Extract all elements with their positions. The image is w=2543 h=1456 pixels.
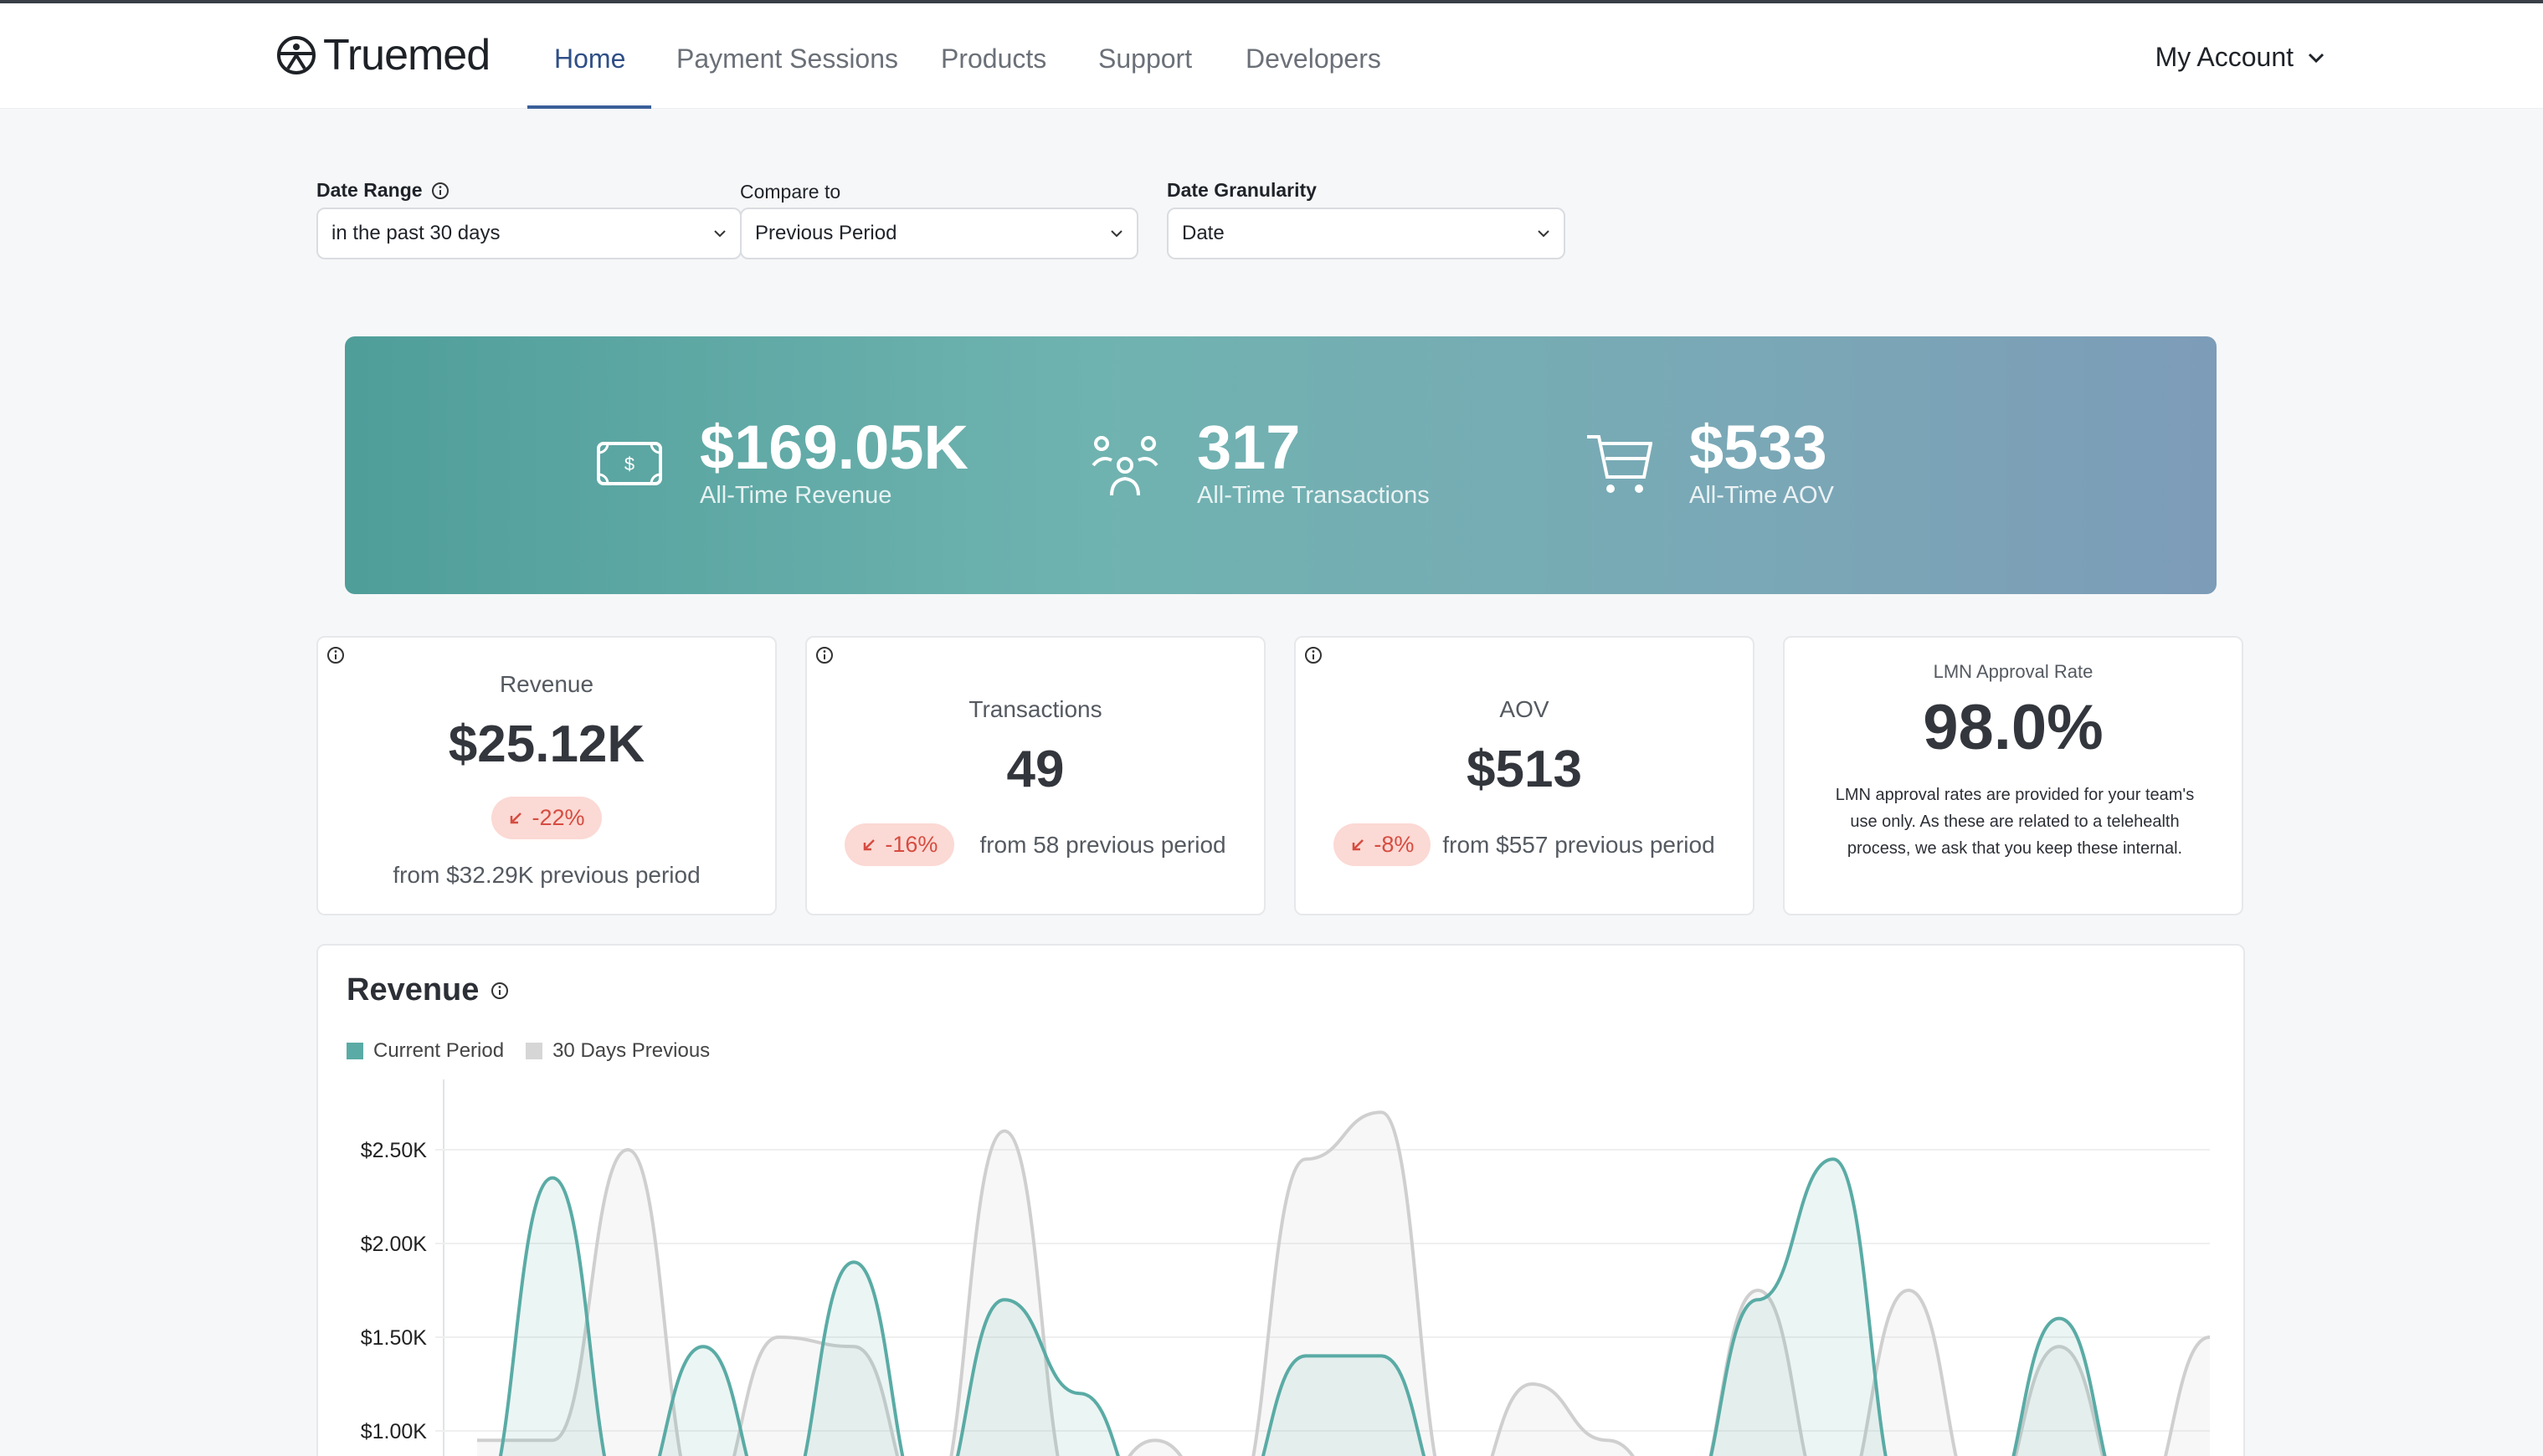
date-granularity-label: Date Granularity [1167,179,1317,201]
nav-support[interactable]: Support [1098,44,1193,74]
all-time-aov: $533 All-Time AOV [1585,417,1834,510]
users-group-icon [1092,435,1158,495]
legend-current-label: Current Period [373,1039,505,1062]
nav-payment-sessions[interactable]: Payment Sessions [676,44,899,74]
active-tab-indicator [527,105,651,109]
all-time-revenue-caption: All-Time Revenue [700,482,892,509]
lmn-card-value: 98.0% [1923,692,2104,763]
all-time-transactions-value: 317 [1197,413,1301,482]
date-range-label: Date Range [316,179,450,202]
transactions-card: Transactions 49 -16% from 58 previous pe… [805,636,1266,915]
all-time-transactions-caption: All-Time Transactions [1197,482,1430,509]
chart-legend: Current Period 30 Days Previous [347,1039,710,1063]
revenue-chart-card: Revenue Current Period 30 Days Previous … [316,944,2245,1456]
legend-swatch-previous [526,1043,543,1059]
brand-name: Truemed [323,31,491,79]
y-tick-label: $1.00K [361,1420,428,1443]
y-tick-label: $2.00K [361,1233,428,1256]
chevron-down-icon [2308,53,2325,63]
shopping-cart-icon [1587,434,1652,493]
transactions-change-row: -16% from 58 previous period [807,823,1264,866]
chevron-down-icon [714,230,726,238]
revenue-area-chart: $2.50K $2.00K $1.50K $1.00K [361,1079,2211,1456]
aov-card-value: $513 [1467,741,1582,798]
date-range-value: in the past 30 days [331,222,501,244]
chart-title-text: Revenue [347,972,480,1007]
current-series-line [498,1157,2107,1456]
aov-change-row: -8% from $557 previous period [1296,823,1753,866]
info-icon[interactable] [815,646,834,664]
compare-to-label: Compare to [740,181,841,203]
aov-card: AOV $513 -8% from $557 previous period [1294,636,1754,915]
info-icon[interactable] [326,646,345,664]
svg-text:$: $ [624,454,634,474]
nav-products[interactable]: Products [941,44,1047,74]
lmn-approval-card: LMN Approval Rate 98.0% LMN approval rat… [1783,636,2243,915]
previous-series-area [477,1112,2210,1456]
info-icon[interactable] [431,182,450,200]
info-icon[interactable] [491,982,509,1000]
legend-current-period[interactable]: Current Period [347,1039,504,1063]
info-icon[interactable] [1304,646,1323,664]
compare-to-value: Previous Period [755,222,897,244]
legend-previous-period[interactable]: 30 Days Previous [526,1039,710,1063]
transactions-change-badge: -16% [845,823,955,866]
revenue-from-text: from $32.29K previous period [393,862,701,888]
legend-previous-label: 30 Days Previous [552,1039,711,1062]
aov-change-value: -8% [1374,832,1415,857]
nav-home[interactable]: Home [554,44,626,74]
aov-card-title: AOV [1499,696,1549,722]
aov-change-badge: -8% [1333,823,1431,866]
y-tick-label: $1.50K [361,1326,428,1350]
transactions-card-value: 49 [1006,741,1065,798]
all-time-transactions: 317 All-Time Transactions [1090,417,1430,510]
arrow-down-left-icon [511,812,522,823]
money-bill-icon: $ [597,441,662,485]
transactions-card-title: Transactions [968,696,1102,722]
top-nav: Truemed Home Payment Sessions Products S… [0,3,2543,109]
revenue-card-title: Revenue [499,671,594,697]
nav-developers[interactable]: Developers [1246,44,1381,74]
revenue-card: Revenue $25.12K -22% from $32.29K previo… [316,636,777,915]
all-time-aov-value: $533 [1689,413,1827,482]
revenue-card-value: $25.12K [448,715,645,773]
lmn-card-title: LMN Approval Rate [1933,661,2093,682]
revenue-change-badge: -22% [491,797,602,839]
previous-series-line [477,1110,2211,1456]
all-time-revenue-value: $169.05K [700,413,968,482]
transactions-change-value: -16% [885,832,938,857]
arrow-down-left-icon [1353,838,1364,850]
y-tick-label: $2.50K [361,1139,428,1162]
top-border [0,0,2543,3]
date-granularity-select[interactable]: Date [1167,208,1565,259]
my-account-label: My Account [2155,42,2294,72]
aov-from-text: from $557 previous period [1442,831,1715,858]
date-range-select[interactable]: in the past 30 days [316,208,742,259]
compare-to-select[interactable]: Previous Period [740,208,1138,259]
all-time-aov-caption: All-Time AOV [1689,482,1834,509]
all-time-revenue: $ $169.05K All-Time Revenue [596,417,968,510]
truemed-logo-icon [277,36,316,74]
my-account-menu[interactable]: My Account [2155,42,2325,73]
all-time-banner: $ $169.05K All-Time Revenue 317 All-Time… [345,336,2217,594]
lmn-card-note: LMN approval rates are provided for your… [1835,786,2195,858]
chevron-down-icon [1111,230,1123,238]
date-range-label-text: Date Range [316,179,423,201]
transactions-from-text: from 58 previous period [979,831,1226,858]
revenue-change-row: -22% [318,797,775,839]
chart-title: Revenue [347,972,509,1008]
arrow-down-left-icon [864,838,876,850]
legend-swatch-current [347,1043,363,1059]
chevron-down-icon [1538,230,1549,238]
revenue-change-value: -22% [532,805,585,830]
date-granularity-value: Date [1182,222,1225,244]
brand-logo[interactable]: Truemed [276,31,491,79]
current-series-area [500,1159,2105,1456]
